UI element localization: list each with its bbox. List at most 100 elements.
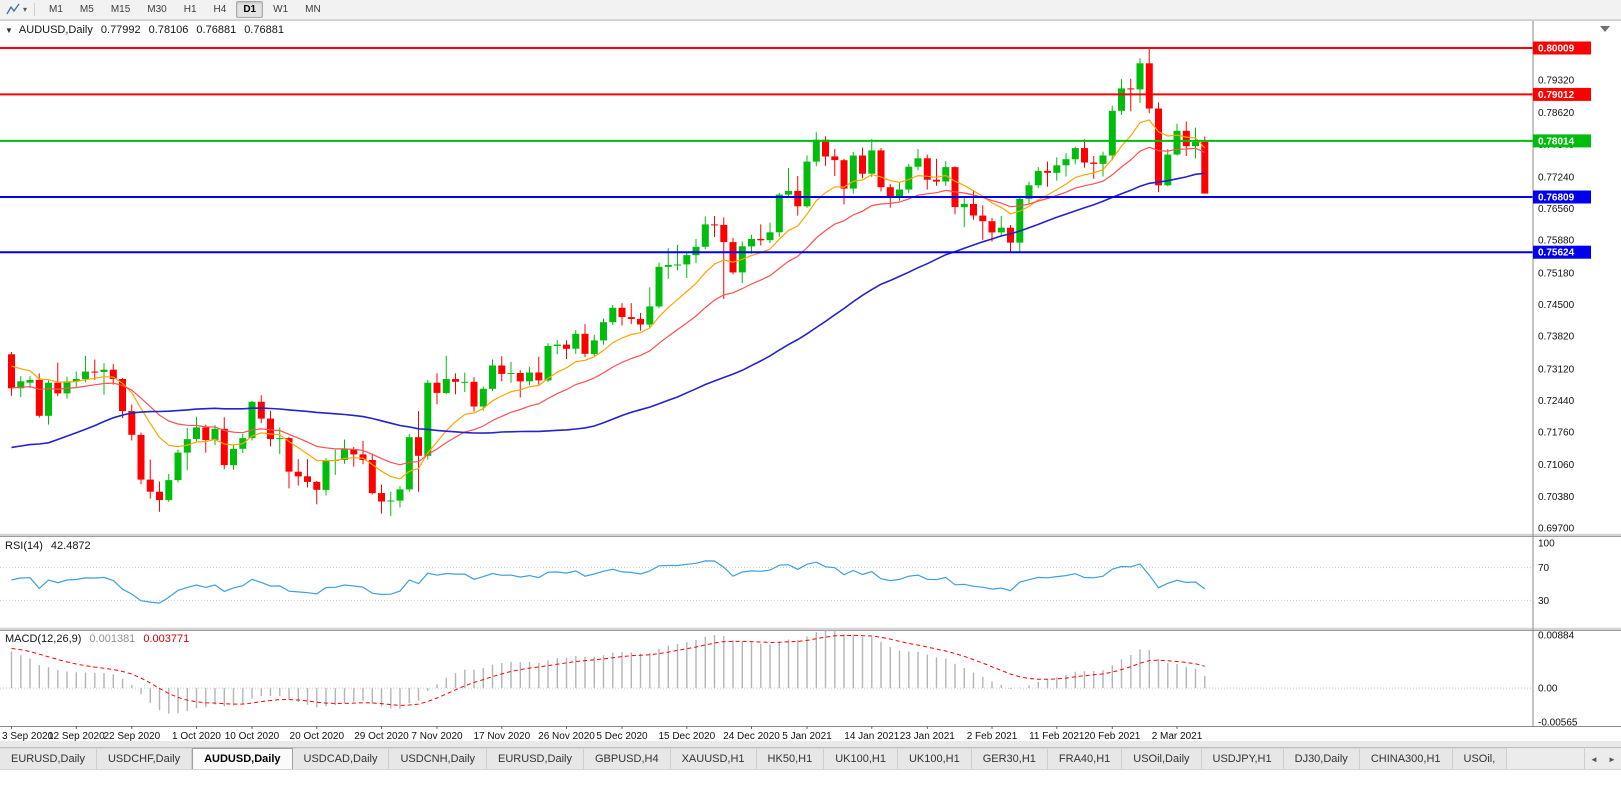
price-level-badge: 0.76809	[1533, 190, 1591, 204]
chart-tab-dj30-daily[interactable]: DJ30,Daily	[1283, 748, 1360, 769]
svg-text:11 Feb 2021: 11 Feb 2021	[1029, 731, 1085, 741]
chart-tab-bar: EURUSD,Daily USDCHF,Daily AUDUSD,Daily USDC…	[0, 747, 1621, 769]
svg-text:0.00: 0.00	[1538, 684, 1558, 695]
chart-tab-ger30-h1[interactable]: GER30,H1	[971, 748, 1048, 769]
svg-text:29 Oct 2020: 29 Oct 2020	[354, 731, 409, 741]
price-level-badge: 0.78014	[1533, 134, 1591, 148]
tab-scroll-right-icon[interactable]: ►	[1608, 754, 1616, 764]
svg-text:0.75880: 0.75880	[1538, 236, 1575, 247]
rsi-line	[11, 560, 1206, 604]
svg-text:14 Jan 2021: 14 Jan 2021	[844, 731, 899, 741]
svg-text:70: 70	[1538, 563, 1550, 574]
horizontal-level-lines[interactable]	[0, 47, 1533, 254]
ma-fast-line	[11, 119, 1206, 480]
timeframe-button-mn[interactable]: MN	[305, 4, 321, 15]
timeframe-button-h4[interactable]: H4	[213, 4, 227, 15]
timeframe-button-m5[interactable]: M5	[79, 4, 94, 15]
chart-tab-uk100-h1[interactable]: UK100,H1	[824, 748, 898, 769]
svg-text:0.79320: 0.79320	[1538, 76, 1575, 87]
timeframe-button-w1[interactable]: W1	[273, 4, 289, 15]
svg-text:30: 30	[1538, 596, 1550, 607]
price-level-badge: 0.80009	[1533, 41, 1591, 55]
chart-tab-china300-h1[interactable]: CHINA300,H1	[1359, 748, 1453, 769]
svg-text:7 Nov 2020: 7 Nov 2020	[411, 731, 463, 741]
svg-text:0.73820: 0.73820	[1538, 332, 1575, 343]
svg-text:100: 100	[1538, 539, 1555, 550]
chart-tab-usdchf-daily[interactable]: USDCHF,Daily	[96, 748, 193, 769]
price-level-badge: 0.75624	[1533, 245, 1591, 259]
price-level-badge: 0.79012	[1533, 87, 1591, 101]
chart-tab-usoil[interactable]: USOil,	[1452, 748, 1508, 769]
svg-text:10 Oct 2020: 10 Oct 2020	[225, 731, 280, 741]
svg-text:-0.00565: -0.00565	[1538, 718, 1578, 729]
chart-tab-xauusd-h1[interactable]: XAUUSD,H1	[670, 748, 757, 769]
svg-text:5 Jan 2021: 5 Jan 2021	[782, 731, 832, 741]
price-axis[interactable]: 0.793200.786200.779400.772400.765600.758…	[1538, 76, 1578, 729]
macd-signal-line	[11, 634, 1205, 706]
chart-line-glyph	[6, 3, 20, 15]
cursor-tool-icon[interactable]	[5, 3, 21, 16]
status-strip	[0, 769, 1621, 794]
timeframe-toolbar: ▾ M1 M5 M15 M30 H1 H4 D1 W1 MN	[0, 0, 1621, 20]
chart-tab-usoil-daily[interactable]: USOil,Daily	[1122, 748, 1202, 769]
tab-scroll-buttons: ◄ ►	[1584, 747, 1621, 770]
chart-tab-fra40-h1[interactable]: FRA40,H1	[1047, 748, 1123, 769]
svg-text:0.80009: 0.80009	[1538, 44, 1575, 55]
chart-tab-usdcnh-daily[interactable]: USDCNH,Daily	[389, 748, 488, 769]
svg-text:0.69700: 0.69700	[1538, 524, 1575, 535]
timeframe-button-d1[interactable]: D1	[236, 1, 264, 18]
svg-text:0.76809: 0.76809	[1538, 193, 1575, 204]
chart-scroll-marker-icon[interactable]	[1600, 26, 1610, 32]
svg-text:0.74500: 0.74500	[1538, 300, 1575, 311]
chart-tab-audusd-daily[interactable]: AUDUSD,Daily	[192, 748, 293, 769]
svg-text:0.71760: 0.71760	[1538, 428, 1575, 439]
timeframe-button-m1[interactable]: M1	[49, 4, 63, 15]
svg-text:0.78620: 0.78620	[1538, 108, 1575, 119]
toolbar-separator	[34, 3, 36, 16]
tab-scroll-left-icon[interactable]: ◄	[1590, 754, 1598, 764]
timeframe-button-m15[interactable]: M15	[110, 4, 131, 15]
timeframe-button-h1[interactable]: H1	[183, 4, 197, 15]
price-chart-canvas[interactable]: 0.793200.786200.779400.772400.765600.758…	[0, 20, 1621, 741]
svg-text:20 Feb 2021: 20 Feb 2021	[1084, 731, 1141, 741]
timeframe-button-m30[interactable]: M30	[147, 4, 167, 15]
svg-text:22 Sep 2020: 22 Sep 2020	[103, 731, 160, 741]
chart-tab-usdjpy-h1[interactable]: USDJPY,H1	[1201, 748, 1284, 769]
dropdown-caret-icon[interactable]: ▾	[23, 5, 28, 14]
svg-text:23 Jan 2021: 23 Jan 2021	[900, 731, 955, 741]
timeframe-buttons: M1 M5 M15 M30 H1 H4 D1 W1 MN	[42, 1, 331, 18]
svg-text:0.79012: 0.79012	[1538, 90, 1575, 101]
svg-text:0.70380: 0.70380	[1538, 492, 1575, 503]
svg-text:0.72440: 0.72440	[1538, 396, 1575, 407]
svg-text:0.76560: 0.76560	[1538, 204, 1575, 215]
svg-text:0.73120: 0.73120	[1538, 364, 1575, 375]
svg-text:12 Sep 2020: 12 Sep 2020	[48, 731, 105, 741]
svg-text:5 Dec 2020: 5 Dec 2020	[596, 731, 648, 741]
ma-mid-line	[11, 146, 1206, 466]
svg-text:1 Oct 2020: 1 Oct 2020	[172, 731, 221, 741]
svg-text:2 Feb 2021: 2 Feb 2021	[967, 731, 1018, 741]
chart-tab-usdcad-daily[interactable]: USDCAD,Daily	[292, 748, 390, 769]
svg-text:20 Oct 2020: 20 Oct 2020	[290, 731, 345, 741]
chart-tab-eurusd-daily[interactable]: EURUSD,Daily	[487, 748, 584, 769]
macd-histogram	[10, 630, 1206, 714]
svg-text:2 Mar 2021: 2 Mar 2021	[1152, 731, 1203, 741]
svg-text:15 Dec 2020: 15 Dec 2020	[658, 731, 715, 741]
chart-tab-uk100-h1[interactable]: UK100,H1	[897, 748, 972, 769]
chart-window[interactable]: 0.793200.786200.779400.772400.765600.758…	[0, 20, 1621, 741]
chart-tab-gbpusd-h4[interactable]: GBPUSD,H4	[584, 748, 671, 769]
svg-text:24 Dec 2020: 24 Dec 2020	[723, 731, 780, 741]
svg-text:0.00884: 0.00884	[1538, 631, 1575, 642]
ma-slow-line	[11, 172, 1205, 449]
svg-text:17 Nov 2020: 17 Nov 2020	[473, 731, 530, 741]
chart-tab-eurusd-daily[interactable]: EURUSD,Daily	[0, 748, 97, 769]
svg-text:0.77240: 0.77240	[1538, 172, 1575, 183]
chart-tab-hk50-h1[interactable]: HK50,H1	[756, 748, 825, 769]
svg-text:0.78014: 0.78014	[1538, 136, 1575, 147]
candlestick-series	[8, 47, 1209, 516]
svg-text:0.75624: 0.75624	[1538, 248, 1575, 259]
svg-text:26 Nov 2020: 26 Nov 2020	[538, 731, 595, 741]
svg-text:3 Sep 2020: 3 Sep 2020	[2, 731, 54, 741]
svg-text:0.71060: 0.71060	[1538, 460, 1575, 471]
